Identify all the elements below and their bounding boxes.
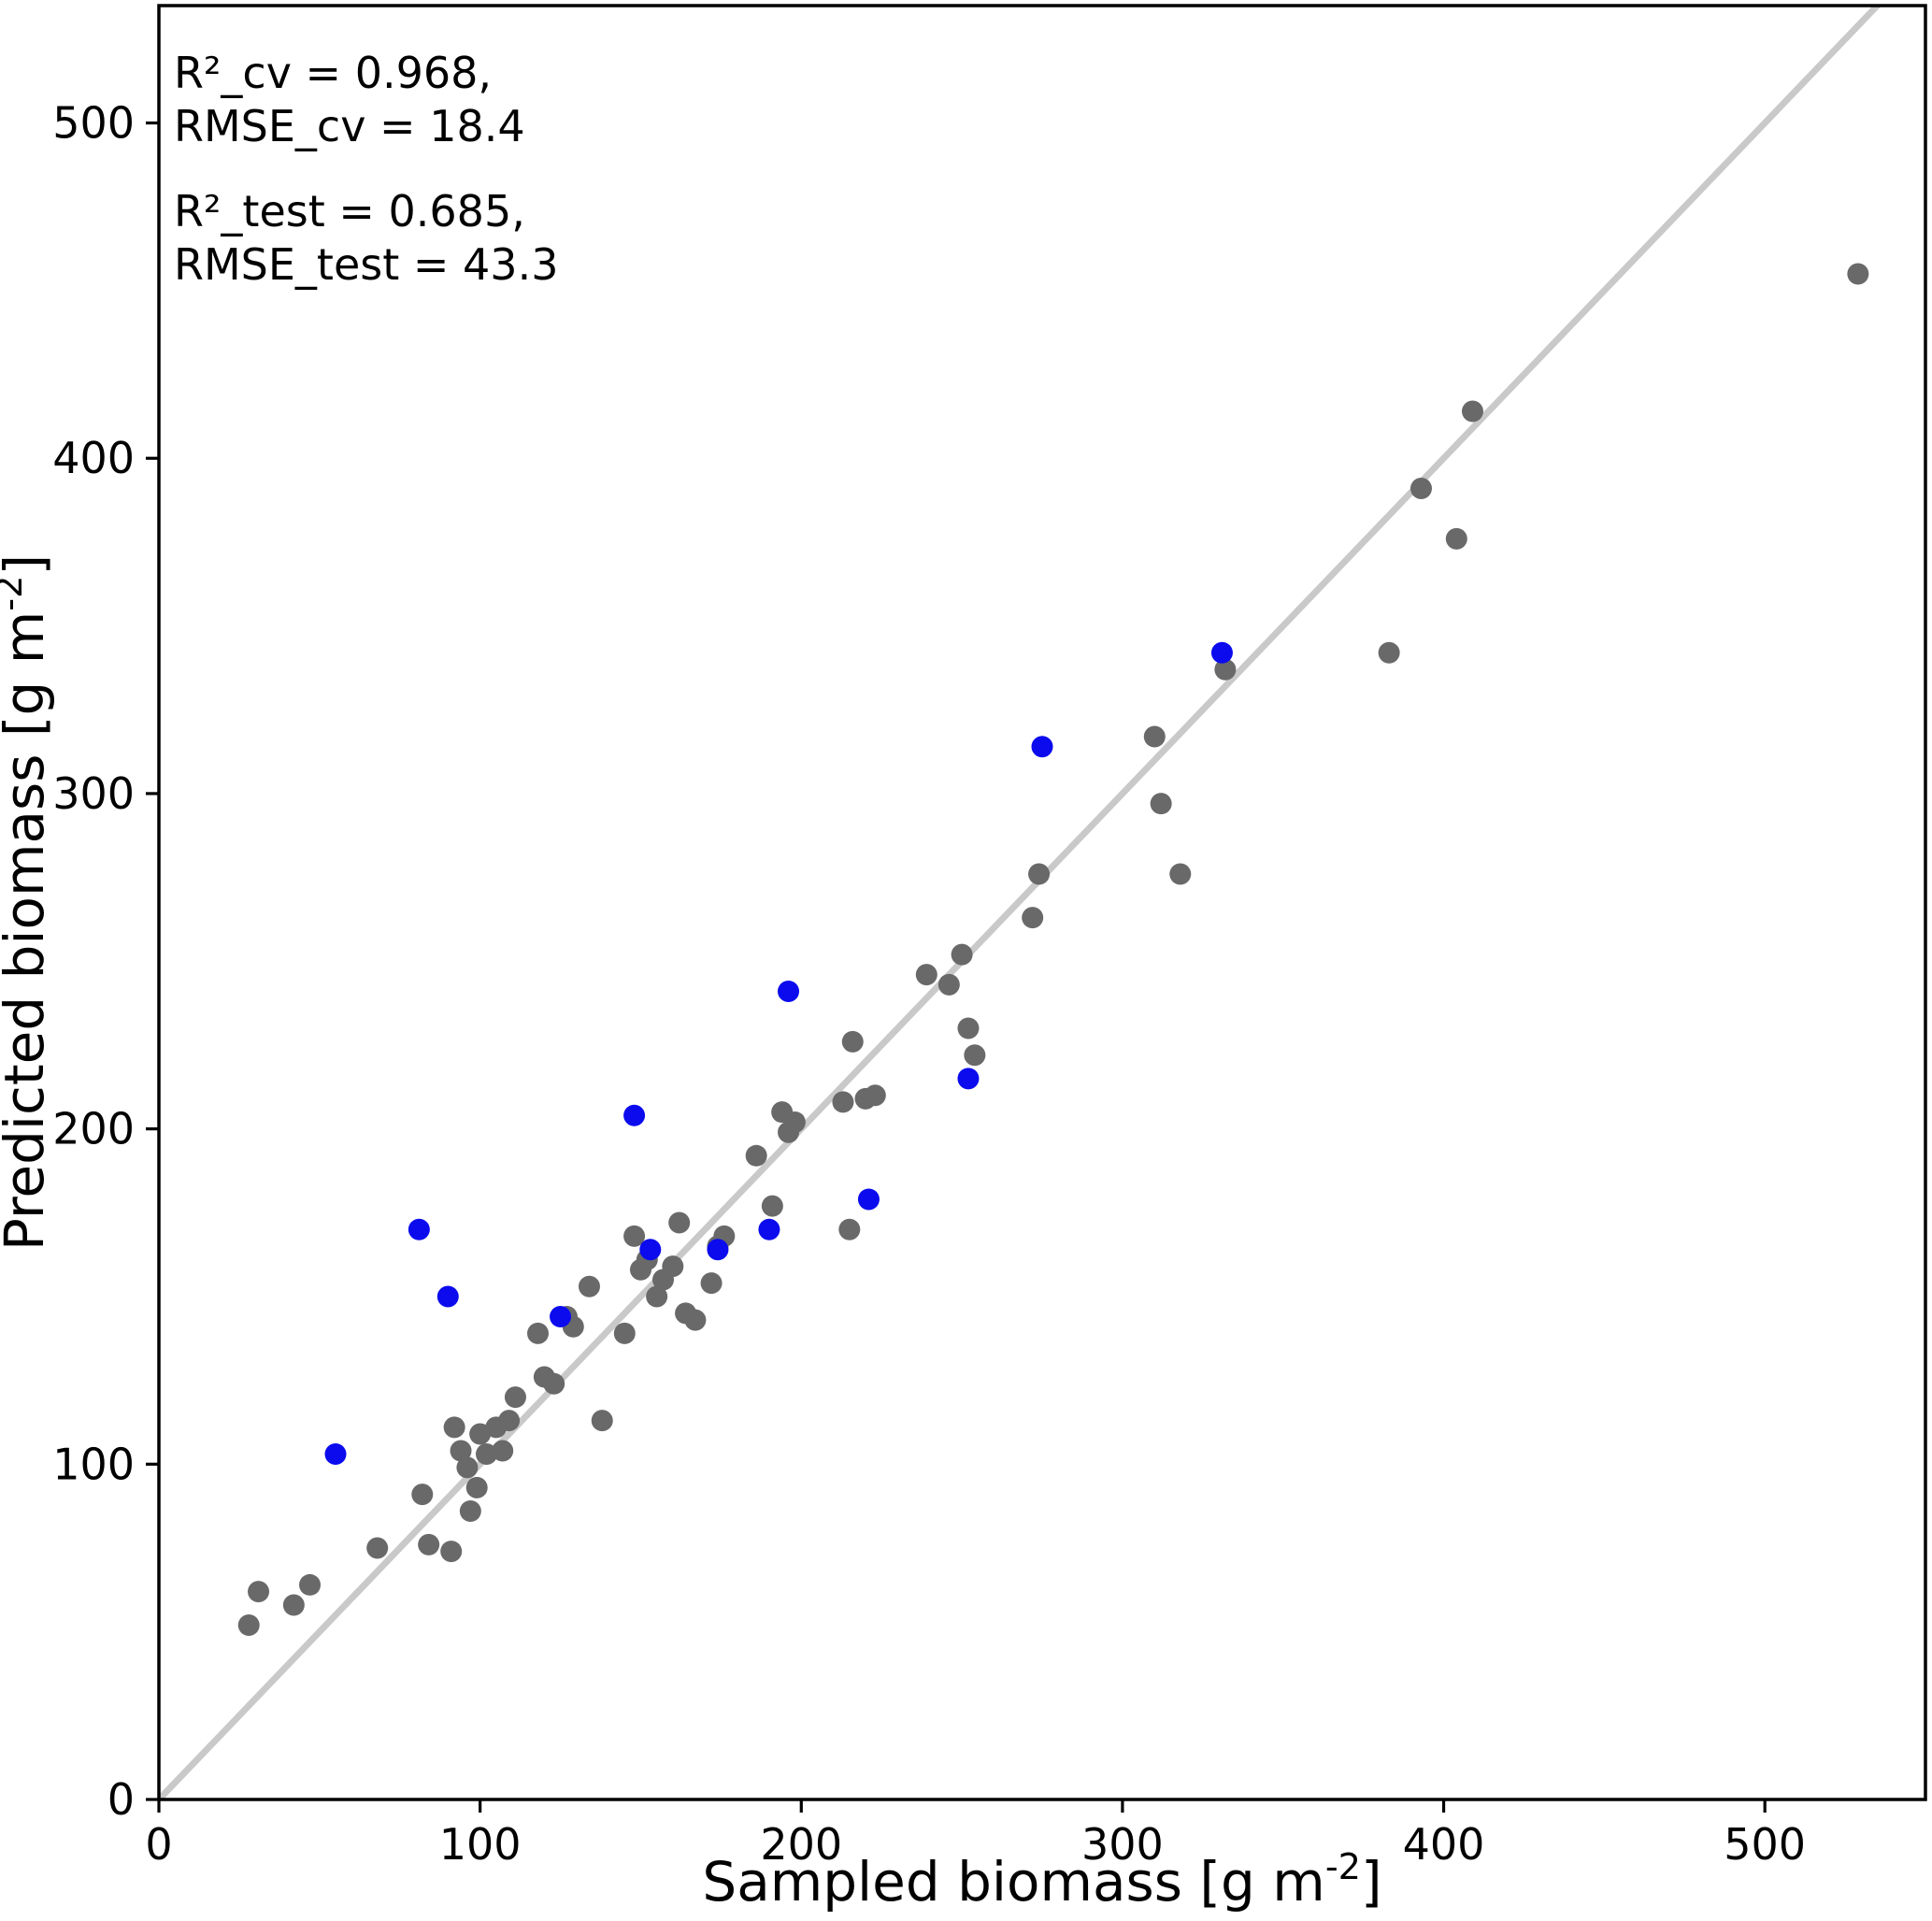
x-tick-label: 400 xyxy=(1403,1819,1485,1870)
y-axis-label: Predicted biomass [g m-2] xyxy=(0,554,56,1251)
point-cv xyxy=(937,973,960,996)
point-cv xyxy=(646,1285,668,1308)
point-cv xyxy=(366,1537,389,1559)
point-cv xyxy=(1028,863,1051,885)
point-cv xyxy=(700,1272,723,1295)
point-test xyxy=(778,981,800,1003)
point-cv xyxy=(783,1111,806,1133)
point-cv xyxy=(504,1386,526,1409)
point-test xyxy=(550,1305,572,1327)
point-cv xyxy=(684,1309,707,1331)
point-cv xyxy=(864,1084,886,1107)
point-cv xyxy=(1214,658,1237,681)
point-cv xyxy=(299,1573,322,1596)
point-cv xyxy=(459,1500,481,1523)
point-cv xyxy=(476,1443,498,1466)
point-cv xyxy=(418,1533,440,1555)
point-test xyxy=(436,1285,459,1308)
point-cv xyxy=(745,1144,767,1167)
point-cv xyxy=(543,1372,565,1395)
point-cv xyxy=(957,1017,980,1039)
point-test xyxy=(957,1068,980,1090)
y-tick-label: 500 xyxy=(52,98,135,149)
point-cv xyxy=(1461,400,1483,423)
y-tick-label: 0 xyxy=(107,1774,135,1825)
point-cv xyxy=(248,1581,270,1603)
y-tick-label: 100 xyxy=(52,1439,135,1489)
point-cv xyxy=(841,1030,864,1053)
x-tick-label: 500 xyxy=(1724,1819,1806,1870)
point-cv xyxy=(1445,527,1467,550)
x-tick-label: 100 xyxy=(439,1819,522,1870)
point-cv xyxy=(832,1091,854,1113)
point-cv xyxy=(1022,907,1044,929)
series-cv xyxy=(237,263,1869,1636)
x-tick-label: 0 xyxy=(145,1819,172,1870)
point-cv xyxy=(623,1225,646,1247)
point-cv xyxy=(440,1541,463,1563)
point-cv xyxy=(1169,863,1192,885)
point-cv xyxy=(838,1218,861,1240)
point-test xyxy=(408,1218,430,1240)
y-tick-label: 200 xyxy=(52,1104,135,1154)
point-cv xyxy=(1847,263,1869,285)
point-test xyxy=(639,1239,662,1261)
point-cv xyxy=(662,1255,684,1278)
annotation-text: RMSE_cv = 18.4 xyxy=(174,101,525,151)
annotation-text: R²_cv = 0.968, xyxy=(174,48,492,98)
plot-border xyxy=(157,4,1927,1801)
point-test xyxy=(707,1239,729,1261)
point-cv xyxy=(465,1476,488,1498)
x-tick-label: 300 xyxy=(1081,1819,1164,1870)
point-cv xyxy=(761,1195,783,1217)
point-cv xyxy=(578,1275,600,1297)
point-cv xyxy=(915,964,937,986)
x-tick-label: 200 xyxy=(760,1819,842,1870)
point-cv xyxy=(1378,641,1400,664)
point-cv xyxy=(411,1484,434,1506)
point-cv xyxy=(469,1423,492,1445)
point-cv xyxy=(456,1456,479,1479)
point-cv xyxy=(450,1440,472,1462)
point-cv xyxy=(668,1211,691,1234)
point-test xyxy=(1210,641,1233,664)
series-test xyxy=(324,641,1233,1466)
point-cv xyxy=(526,1322,549,1344)
point-cv xyxy=(591,1410,613,1432)
x-axis-label: Sampled biomass [g m-2] xyxy=(702,1846,1381,1914)
point-cv xyxy=(443,1416,465,1439)
point-test xyxy=(857,1188,880,1211)
point-test xyxy=(758,1218,780,1240)
point-test xyxy=(324,1443,347,1466)
annotation-text: RMSE_test = 43.3 xyxy=(174,239,558,290)
point-cv xyxy=(1143,725,1166,748)
point-cv xyxy=(492,1440,514,1462)
point-cv xyxy=(1410,478,1432,500)
annotation-text: R²_test = 0.685, xyxy=(174,186,525,237)
y-tick-label: 400 xyxy=(52,433,135,483)
point-test xyxy=(1031,736,1053,758)
point-cv xyxy=(964,1044,986,1067)
point-cv xyxy=(1150,793,1172,815)
point-cv xyxy=(498,1410,521,1432)
point-cv xyxy=(237,1613,260,1636)
y-tick-label: 300 xyxy=(52,768,135,819)
point-cv xyxy=(282,1594,305,1616)
point-cv xyxy=(951,943,973,966)
point-cv xyxy=(613,1322,636,1344)
point-test xyxy=(623,1104,646,1126)
